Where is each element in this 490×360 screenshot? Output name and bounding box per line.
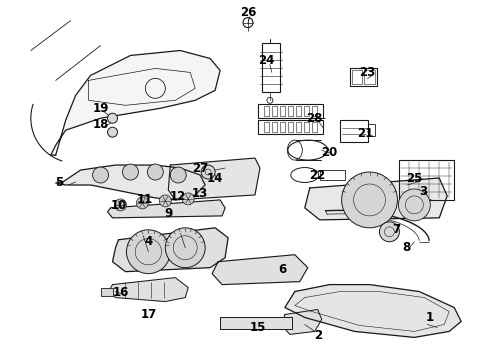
Circle shape bbox=[122, 164, 138, 180]
Text: 1: 1 bbox=[425, 311, 433, 324]
Bar bbox=[319, 170, 344, 180]
Text: 17: 17 bbox=[140, 308, 156, 321]
Circle shape bbox=[398, 189, 430, 221]
Text: 24: 24 bbox=[258, 54, 274, 67]
Polygon shape bbox=[285, 285, 461, 337]
Circle shape bbox=[115, 199, 126, 211]
Bar bbox=[272, 122, 277, 132]
Text: 19: 19 bbox=[93, 102, 109, 115]
Text: 16: 16 bbox=[112, 286, 129, 299]
Text: 21: 21 bbox=[357, 127, 374, 140]
Circle shape bbox=[171, 167, 186, 183]
Circle shape bbox=[107, 113, 118, 123]
Circle shape bbox=[342, 172, 397, 228]
Circle shape bbox=[165, 228, 205, 268]
Bar bbox=[352, 71, 362, 84]
Circle shape bbox=[136, 197, 148, 209]
Text: 3: 3 bbox=[419, 185, 427, 198]
Bar bbox=[258, 104, 323, 118]
Bar bbox=[264, 122, 269, 132]
Circle shape bbox=[93, 167, 108, 183]
Circle shape bbox=[126, 230, 171, 274]
Text: 14: 14 bbox=[207, 171, 223, 185]
Polygon shape bbox=[305, 178, 447, 220]
Text: 22: 22 bbox=[310, 168, 326, 181]
Text: 10: 10 bbox=[110, 199, 126, 212]
Text: 7: 7 bbox=[392, 223, 400, 236]
Polygon shape bbox=[107, 200, 225, 218]
Circle shape bbox=[107, 127, 118, 137]
Bar bbox=[220, 318, 292, 329]
Bar bbox=[288, 122, 293, 132]
Polygon shape bbox=[212, 255, 308, 285]
Text: 28: 28 bbox=[307, 112, 323, 125]
Bar bbox=[368, 124, 375, 136]
Polygon shape bbox=[168, 158, 260, 200]
Text: 2: 2 bbox=[314, 329, 322, 342]
Bar bbox=[304, 122, 309, 132]
Circle shape bbox=[182, 193, 194, 205]
Bar bbox=[296, 122, 301, 132]
Bar bbox=[100, 288, 113, 296]
Bar bbox=[399, 160, 454, 200]
Text: 12: 12 bbox=[170, 190, 186, 203]
Bar bbox=[312, 106, 317, 116]
Bar bbox=[312, 122, 317, 132]
Polygon shape bbox=[113, 228, 228, 272]
Bar bbox=[262, 42, 280, 92]
Bar bbox=[258, 120, 323, 134]
Bar bbox=[280, 106, 285, 116]
Text: 25: 25 bbox=[406, 171, 422, 185]
Text: 8: 8 bbox=[402, 241, 411, 254]
Circle shape bbox=[159, 195, 171, 207]
Circle shape bbox=[147, 164, 163, 180]
Text: 20: 20 bbox=[321, 145, 338, 159]
Text: 9: 9 bbox=[164, 207, 172, 220]
Bar bbox=[349, 68, 377, 86]
Bar bbox=[296, 106, 301, 116]
Polygon shape bbox=[51, 50, 220, 155]
Bar bbox=[264, 106, 269, 116]
Bar bbox=[288, 106, 293, 116]
Text: 23: 23 bbox=[359, 66, 376, 79]
Circle shape bbox=[201, 165, 215, 179]
Text: 13: 13 bbox=[192, 188, 208, 201]
Text: 6: 6 bbox=[279, 263, 287, 276]
Polygon shape bbox=[108, 278, 188, 302]
Text: 18: 18 bbox=[93, 118, 109, 131]
Polygon shape bbox=[282, 310, 322, 334]
Polygon shape bbox=[56, 165, 205, 200]
Bar bbox=[364, 71, 375, 84]
Bar bbox=[272, 106, 277, 116]
Text: 4: 4 bbox=[144, 235, 152, 248]
Bar bbox=[304, 106, 309, 116]
Text: 5: 5 bbox=[54, 176, 63, 189]
Bar bbox=[340, 120, 368, 142]
Text: 26: 26 bbox=[240, 6, 256, 19]
Text: 15: 15 bbox=[250, 321, 266, 334]
Text: 11: 11 bbox=[136, 193, 152, 206]
Bar bbox=[280, 122, 285, 132]
Text: 27: 27 bbox=[192, 162, 208, 175]
Circle shape bbox=[379, 222, 399, 242]
